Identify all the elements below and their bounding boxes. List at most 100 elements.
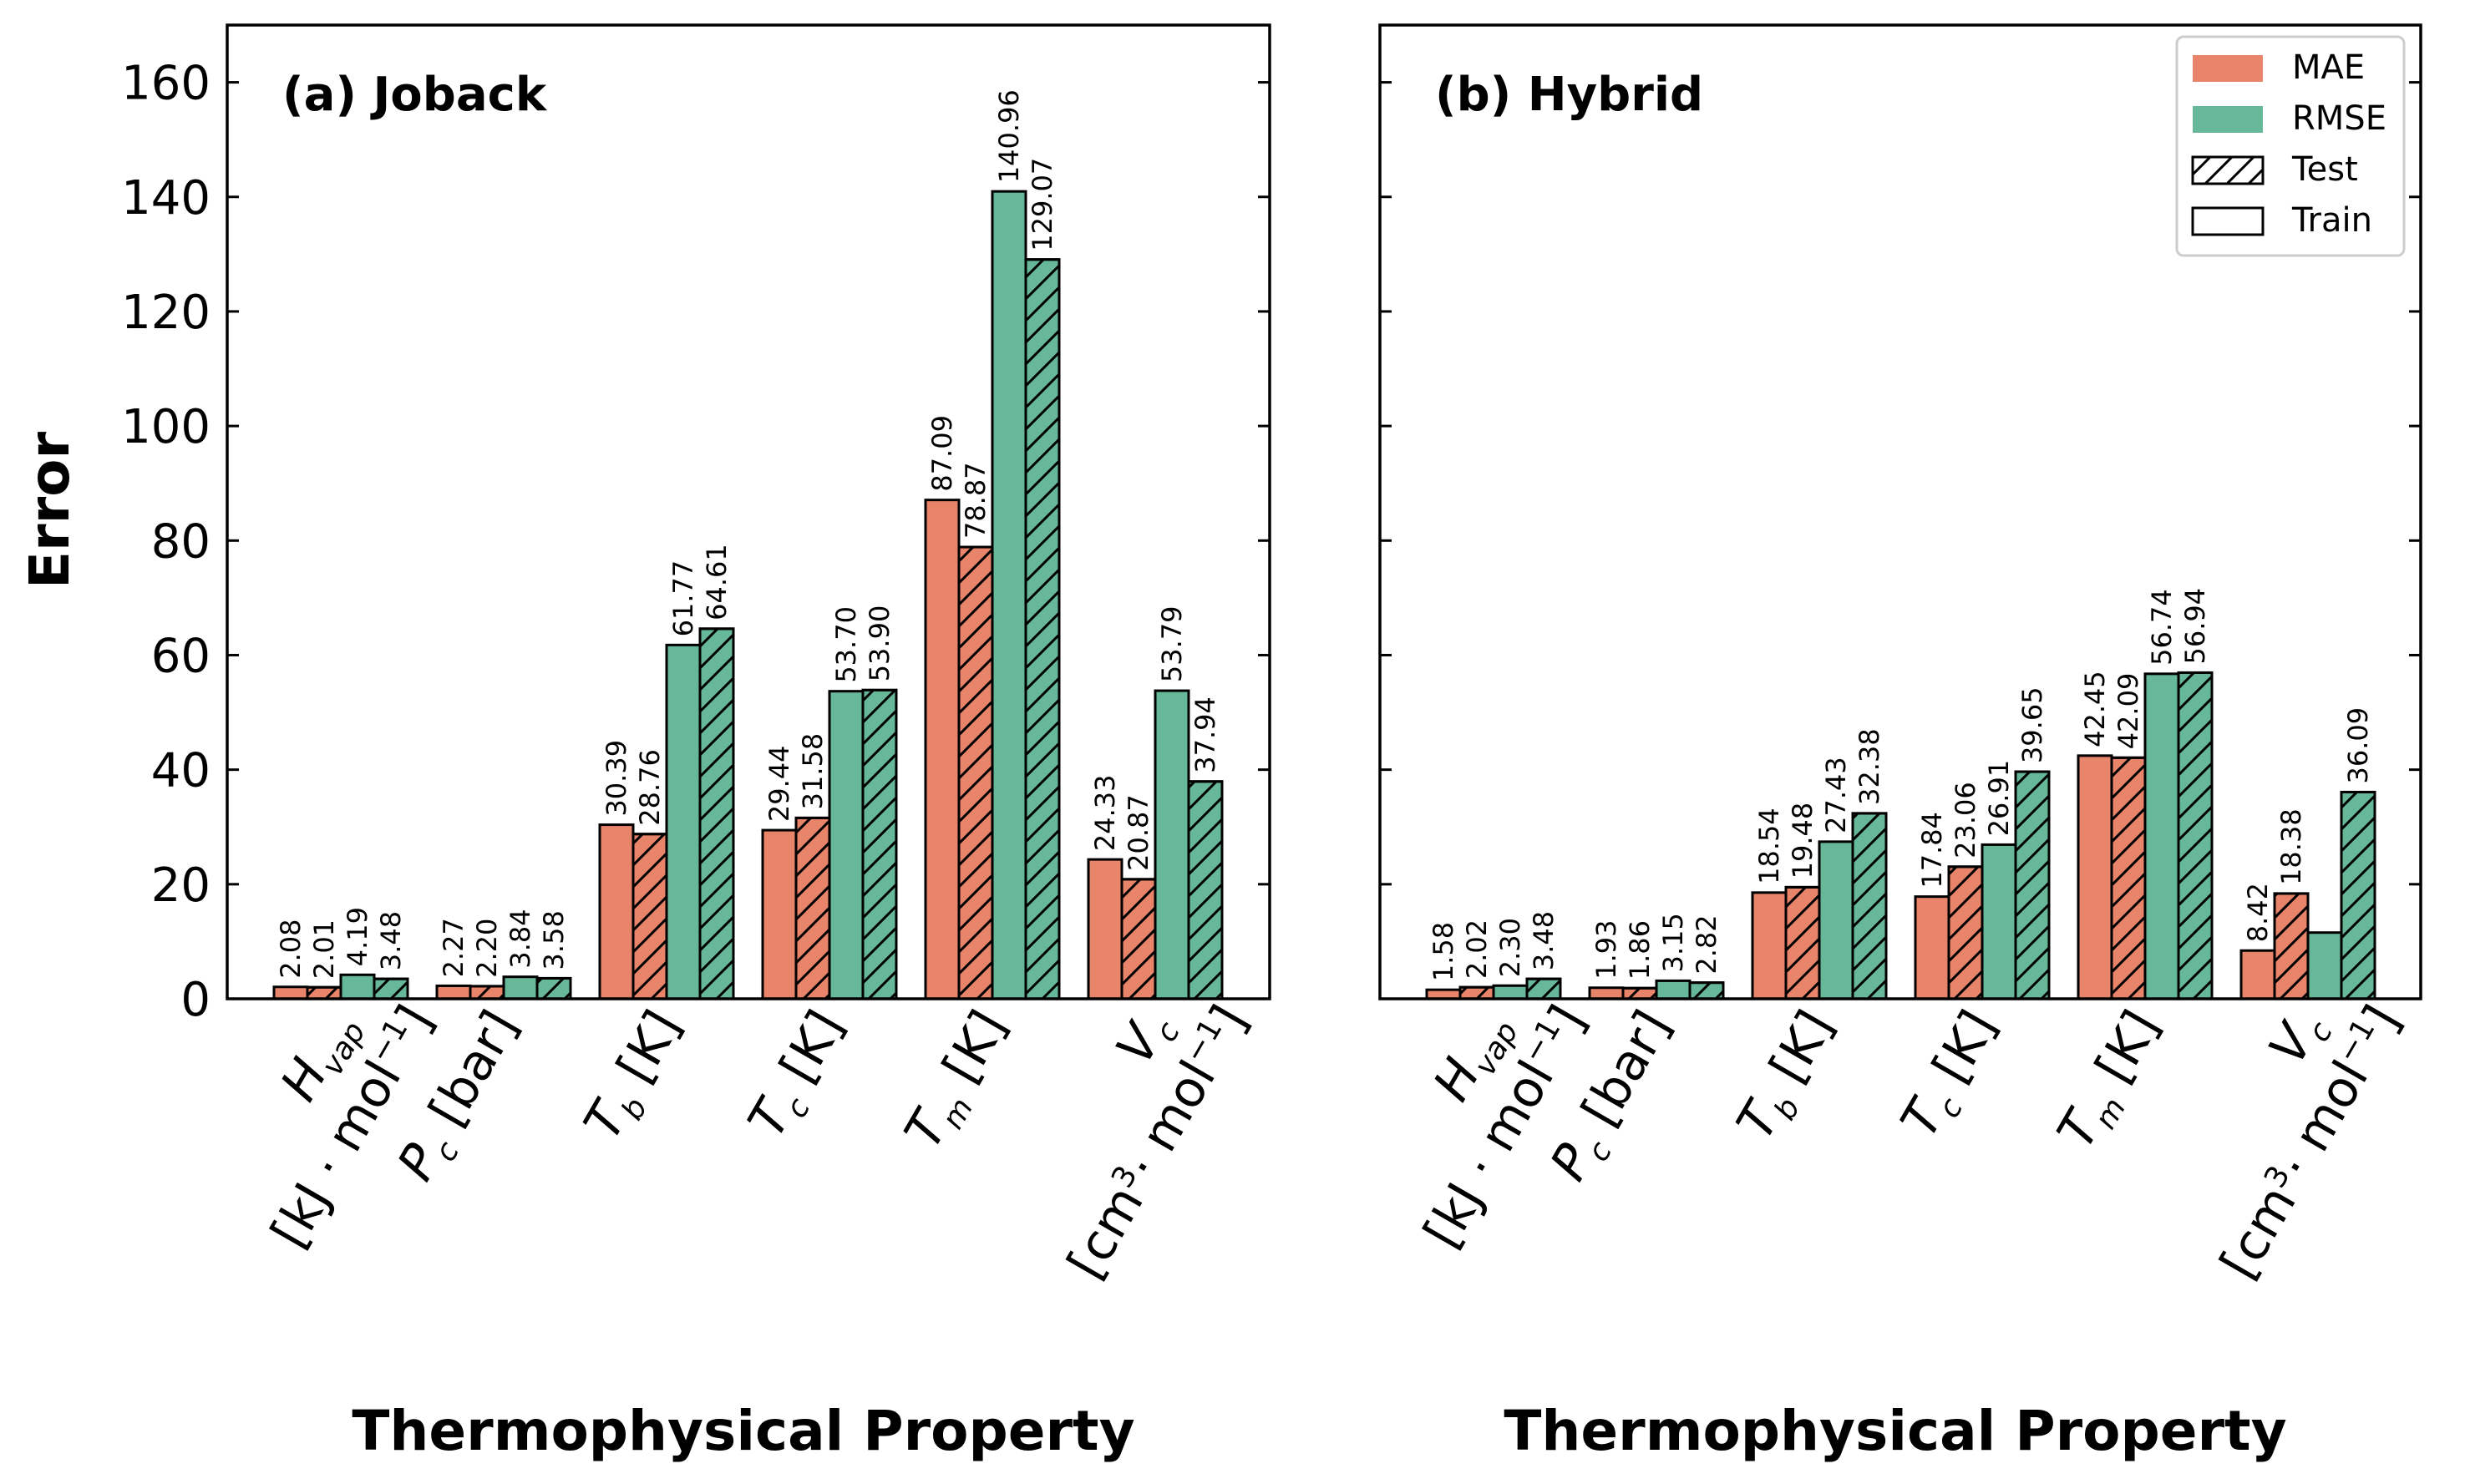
data-label: 2.30 <box>1494 918 1526 977</box>
y-tick-label: 20 <box>151 858 210 913</box>
bar-rmse-train <box>1655 979 1692 1000</box>
bar-hatch-overlay <box>1851 812 1888 1000</box>
legend-label: Test <box>2291 150 2358 189</box>
bar-mae-train <box>1087 858 1123 1000</box>
data-label: 23.06 <box>1950 782 1981 858</box>
data-label: 2.02 <box>1461 919 1493 979</box>
bar-hatch-overlay <box>2273 892 2310 1000</box>
y-tick-label: 120 <box>121 286 210 340</box>
bar-hatch-overlay <box>469 985 505 1000</box>
bar-hatch-overlay <box>1784 885 1821 1000</box>
bar-hatch-overlay <box>306 985 342 1000</box>
x-tick-unit-part: · mol <box>1114 1051 1228 1189</box>
legend: MAE RMSE Test Train <box>2175 35 2406 257</box>
x-tick-label: Hvap[kJ · mol−1] <box>260 995 444 1257</box>
bar-mae-train <box>924 499 961 1000</box>
data-label: 56.74 <box>2146 589 2178 666</box>
x-tick-unit-part: · mol <box>2267 1051 2381 1189</box>
bar-hatch-overlay <box>1947 865 1984 1000</box>
data-label: 17.84 <box>1916 812 1948 889</box>
bar-hatch-overlay <box>373 977 409 1000</box>
x-tick-unit-part: [cm <box>2209 1176 2308 1288</box>
x-tick-label: Tm [K] <box>2047 1001 2171 1158</box>
data-label: 24.33 <box>1089 775 1121 852</box>
data-label: 61.77 <box>667 560 699 637</box>
x-tick-label: Tm [K] <box>894 1001 1024 1162</box>
y-axis-title: Error <box>18 432 82 590</box>
x-tick-unit: [K] <box>1751 1001 1845 1107</box>
data-label: 53.90 <box>864 605 895 682</box>
bar-mae-train <box>2239 949 2276 1000</box>
bar-mae-train <box>761 828 798 1000</box>
bar-hatch-overlay <box>535 976 572 1000</box>
x-tick-line1: Tc [K] <box>738 1001 861 1151</box>
x-tick-unit: [K] <box>761 1001 855 1107</box>
y-tick-label: 160 <box>121 57 210 111</box>
panel-title: (a) Joback <box>282 68 548 122</box>
bar-rmse-train <box>2306 931 2343 1000</box>
bar-rmse-train <box>1981 843 2017 1000</box>
data-label: 2.08 <box>275 919 307 978</box>
y-tick-label: 80 <box>151 514 210 569</box>
bar-hatch-overlay <box>631 833 668 1000</box>
x-axis-title: Thermophysical Property <box>352 1399 1134 1463</box>
data-label: 53.79 <box>1156 605 1188 682</box>
bar-hatch-overlay <box>861 688 898 1000</box>
plot-frame <box>226 23 1271 1000</box>
data-label: 26.91 <box>1983 760 2015 837</box>
data-label: 87.09 <box>926 415 958 492</box>
data-label: 42.09 <box>2112 673 2144 750</box>
data-label: 3.84 <box>505 909 536 968</box>
data-label: 56.94 <box>2179 588 2211 665</box>
x-tick-label: Tc [K] <box>738 1001 861 1151</box>
x-tick-label: Tc [K] <box>1890 1001 2008 1147</box>
x-tick-line1: Tm [K] <box>894 1001 1024 1162</box>
y-tick-label: 140 <box>121 171 210 225</box>
y-tick-label: 100 <box>121 400 210 454</box>
bar-hatch-overlay <box>794 816 831 1000</box>
x-tick-unit: [K] <box>1914 1001 2008 1107</box>
data-label: 3.48 <box>1528 911 1560 970</box>
data-label: 42.45 <box>2079 671 2111 747</box>
data-label: 53.70 <box>830 606 862 683</box>
panel-a: 0 20 40 60 80 100 120 140 160 2.08 2.01 4.19 3.48 Hva… <box>121 23 1271 1463</box>
bar-mae-train <box>1751 891 1788 1000</box>
data-label: 129.07 <box>1027 158 1058 251</box>
y-tick-label: 0 <box>180 973 210 1027</box>
legend-swatch <box>2193 55 2263 82</box>
legend-label: RMSE <box>2292 99 2386 138</box>
data-label: 20.87 <box>1123 794 1154 871</box>
legend-swatch <box>2191 206 2265 236</box>
panel-title: (b) Hybrid <box>1435 68 1703 122</box>
data-label: 140.96 <box>993 89 1025 183</box>
bar-rmse-train <box>2143 672 2180 1000</box>
data-label: 29.44 <box>763 745 795 822</box>
data-label: 4.19 <box>342 907 373 966</box>
bar-rmse-train <box>1492 984 1529 1000</box>
legend-label: Train <box>2291 201 2372 240</box>
bar-hatch-overlay <box>2110 756 2147 1000</box>
bar-hatch-overlay <box>1024 258 1061 1000</box>
bar-rmse-train <box>1154 689 1190 1000</box>
data-label: 30.39 <box>601 740 632 817</box>
bar-mae-train <box>1914 895 1950 1000</box>
bar-rmse-train <box>502 975 539 1000</box>
x-tick-label: Vc[cm3· mol−1] <box>1057 995 1260 1288</box>
x-tick-unit: [K] <box>2077 1001 2171 1107</box>
data-label: 2.20 <box>471 919 503 978</box>
bar-hatch-overlay <box>698 627 735 1000</box>
data-label: 3.48 <box>375 911 407 970</box>
bar-hatch-overlay <box>957 545 994 1000</box>
data-label: 32.38 <box>1854 728 1885 805</box>
x-tick-line1: Tb [K] <box>1726 1001 1851 1153</box>
data-label: 28.76 <box>634 749 666 826</box>
data-label: 1.93 <box>1590 920 1622 980</box>
bar-rmse-train <box>828 690 865 1000</box>
bar-mae-train <box>598 823 635 1000</box>
bar-rmse-train <box>991 190 1027 1000</box>
data-label: 18.38 <box>2275 808 2307 885</box>
bar-hatch-overlay <box>1621 986 1658 1000</box>
bar-mae-train <box>1588 986 1625 1000</box>
